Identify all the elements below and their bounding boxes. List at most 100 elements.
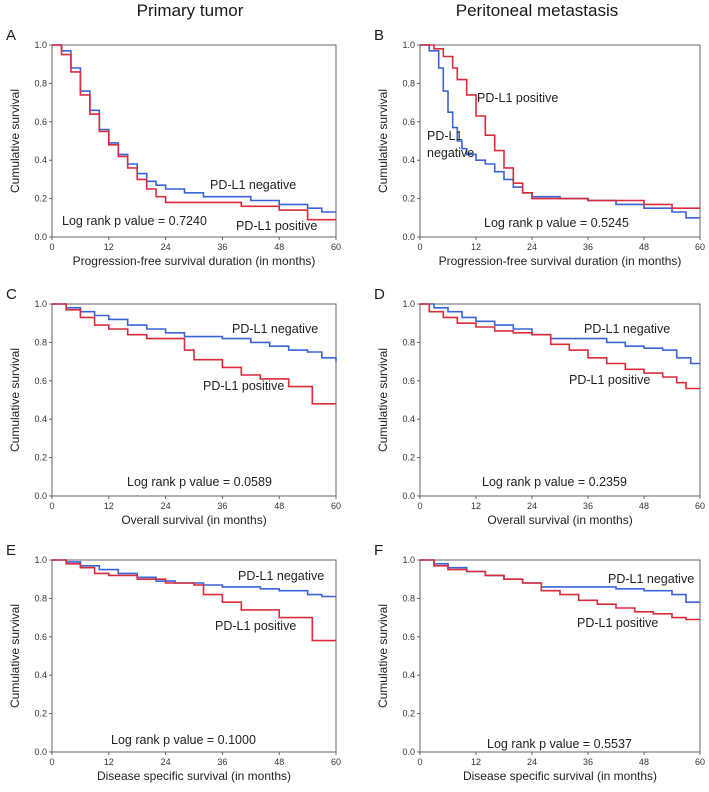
- y-tick-label: 0.6: [34, 376, 47, 386]
- log-rank-p-value: Log rank p value = 0.1000: [111, 733, 256, 747]
- x-tick-label: 12: [471, 757, 481, 767]
- y-tick-label: 0.4: [402, 414, 415, 424]
- panel-letter: D: [374, 286, 385, 303]
- y-tick-label: 0.8: [402, 78, 415, 88]
- label-pd-l1-negative: PD-L1 negative: [210, 178, 296, 192]
- x-tick-label: 0: [49, 757, 54, 767]
- y-axis-label: Cumulative survival: [8, 604, 22, 708]
- x-tick-label: 24: [527, 501, 537, 511]
- y-tick-label: 1.0: [402, 555, 415, 565]
- y-tick-label: 0.6: [34, 632, 47, 642]
- y-tick-label: 1.0: [34, 555, 47, 565]
- y-tick-label: 0.8: [402, 593, 415, 603]
- label-pd-l1-negative: PD-L1 negative: [584, 322, 670, 336]
- y-tick-label: 0.2: [402, 709, 415, 719]
- label-pd-l1-positive: PD-L1 positive: [577, 616, 658, 630]
- plot-frame: [51, 303, 337, 497]
- x-tick-label: 24: [527, 757, 537, 767]
- label-pd-l1-positive: PD-L1 positive: [203, 379, 284, 393]
- log-rank-p-value: Log rank p value = 0.5537: [487, 737, 632, 751]
- km-curve-pd-l1-negative: [52, 44, 336, 213]
- panel-letter: E: [6, 542, 16, 559]
- x-tick-label: 60: [331, 757, 341, 767]
- y-axis-label: Cumulative survival: [8, 89, 22, 193]
- panel-letter: B: [374, 27, 384, 44]
- plot-frame: [51, 44, 337, 238]
- y-tick-label: 0.2: [402, 194, 415, 204]
- panel-c: C 0 12 24 36 48 60 0.0 0.2 0.4 0.6 0.8 1.0 Overall su…: [6, 286, 341, 527]
- y-tick-label: 0.0: [34, 232, 47, 242]
- y-tick-label: 0.4: [402, 670, 415, 680]
- km-curve-pd-l1-positive: [52, 303, 336, 405]
- y-tick-label: 0.0: [34, 747, 47, 757]
- y-tick-label: 1.0: [402, 299, 415, 309]
- y-tick-label: 0.8: [402, 337, 415, 347]
- x-axis-label: Progression-free survival duration (in m…: [439, 254, 682, 268]
- x-tick-label: 48: [274, 501, 284, 511]
- x-tick-label: 36: [217, 501, 227, 511]
- x-axis-label: Overall survival (in months): [487, 513, 632, 527]
- y-tick-label: 0.8: [34, 337, 47, 347]
- y-tick-label: 0.4: [34, 414, 47, 424]
- km-curve-pd-l1-positive: [420, 44, 700, 209]
- x-axis-label: Disease specific survival (in months): [463, 769, 657, 783]
- y-tick-label: 0.4: [402, 155, 415, 165]
- y-tick-label: 0.2: [34, 709, 47, 719]
- x-tick-label: 24: [161, 757, 171, 767]
- y-tick-label: 0.6: [402, 376, 415, 386]
- x-tick-label: 0: [49, 242, 54, 252]
- y-tick-label: 1.0: [34, 40, 47, 50]
- y-tick-label: 0.4: [34, 670, 47, 680]
- label-pd-l1-positive: PD-L1 positive: [215, 619, 296, 633]
- x-tick-label: 48: [274, 757, 284, 767]
- plot-frame: [51, 559, 337, 753]
- column-title-peritoneal-metastasis: Peritoneal metastasis: [456, 1, 619, 20]
- x-tick-label: 36: [583, 757, 593, 767]
- km-curve-pd-l1-positive: [52, 559, 336, 642]
- y-tick-label: 0.6: [402, 117, 415, 127]
- x-tick-label: 24: [161, 242, 171, 252]
- plot-frame: [419, 44, 701, 238]
- y-tick-label: 1.0: [402, 40, 415, 50]
- y-tick-label: 0.2: [402, 453, 415, 463]
- label-pd-l1-positive: PD-L1 positive: [477, 91, 558, 105]
- x-tick-label: 0: [417, 501, 422, 511]
- log-rank-p-value: Log rank p value = 0.2359: [482, 475, 627, 489]
- label-pd-l1-negative: PD-L1 negative: [608, 572, 694, 586]
- y-tick-label: 0.0: [402, 232, 415, 242]
- y-axis-label: Cumulative survival: [376, 348, 390, 452]
- km-curve-pd-l1-negative: [420, 44, 700, 219]
- x-tick-label: 60: [331, 242, 341, 252]
- panel-letter: C: [6, 286, 17, 303]
- x-tick-label: 60: [695, 501, 705, 511]
- x-tick-label: 12: [471, 501, 481, 511]
- x-axis-label: Progression-free survival duration (in m…: [73, 254, 316, 268]
- y-tick-label: 0.2: [34, 453, 47, 463]
- panel-grid: A 0 12 24 36 48 60 0.0 0.2 0.4 0.6 0.8 1.0 Progressio…: [6, 27, 705, 783]
- x-tick-label: 24: [161, 501, 171, 511]
- x-tick-label: 0: [417, 757, 422, 767]
- y-tick-label: 0.6: [34, 117, 47, 127]
- x-tick-label: 48: [639, 757, 649, 767]
- log-rank-p-value: Log rank p value = 0.0589: [127, 475, 272, 489]
- label-pd-l1-negative: PD-L1 negative: [427, 129, 474, 160]
- panel-a: A 0 12 24 36 48 60 0.0 0.2 0.4 0.6 0.8 1.0 Progressio…: [6, 27, 341, 268]
- x-tick-label: 12: [104, 501, 114, 511]
- log-rank-p-value: Log rank p value = 0.7240: [62, 214, 207, 228]
- x-tick-label: 24: [527, 242, 537, 252]
- x-tick-label: 48: [639, 501, 649, 511]
- y-tick-label: 0.0: [34, 491, 47, 501]
- panel-e: E 0 12 24 36 48 60 0.0 0.2 0.4 0.6 0.8 1.0 Disease sp…: [6, 542, 341, 783]
- x-tick-label: 48: [274, 242, 284, 252]
- label-pd-l1-positive: PD-L1 positive: [236, 219, 317, 233]
- panel-d: D 0 12 24 36 48 60 0.0 0.2 0.4 0.6 0.8 1.0 Overall su…: [374, 286, 705, 527]
- x-tick-label: 60: [695, 242, 705, 252]
- x-tick-label: 12: [104, 242, 114, 252]
- km-curve-pd-l1-positive: [52, 44, 336, 221]
- x-tick-label: 36: [217, 242, 227, 252]
- x-tick-label: 60: [331, 501, 341, 511]
- y-tick-label: 0.2: [34, 194, 47, 204]
- x-tick-label: 36: [583, 242, 593, 252]
- y-axis-label: Cumulative survival: [376, 604, 390, 708]
